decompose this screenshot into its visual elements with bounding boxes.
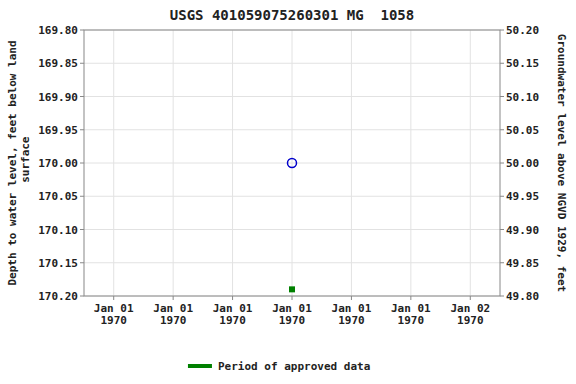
tick-mark bbox=[80, 229, 84, 230]
tick-label: Jan 011970 bbox=[213, 302, 253, 327]
tick-mark bbox=[80, 96, 84, 97]
tick-mark bbox=[80, 196, 84, 197]
tick-mark bbox=[113, 296, 114, 300]
tick-mark bbox=[173, 296, 174, 300]
tick-mark bbox=[500, 296, 504, 297]
data-point bbox=[288, 159, 297, 168]
tick-label: 170.05 bbox=[38, 190, 78, 203]
plot-area bbox=[84, 30, 500, 296]
legend: Period of approved data bbox=[188, 360, 370, 373]
grid bbox=[84, 30, 500, 296]
tick-mark bbox=[80, 262, 84, 263]
grid-line bbox=[173, 30, 174, 296]
tick-mark bbox=[80, 163, 84, 164]
text-line: 1970 bbox=[457, 314, 484, 327]
axis-label: Depth to water level, feet below land su… bbox=[6, 40, 32, 285]
text-line: 1970 bbox=[160, 314, 187, 327]
tick-label: 170.00 bbox=[38, 157, 78, 170]
text-line: 1970 bbox=[338, 314, 365, 327]
tick-label: 170.15 bbox=[38, 257, 78, 270]
tick-label: Jan 011970 bbox=[272, 302, 312, 327]
tick-mark bbox=[232, 296, 233, 300]
tick-label: 169.85 bbox=[38, 57, 78, 70]
title: USGS 401059075260301 MG 1058 bbox=[170, 7, 414, 23]
tick-label: Jan 011970 bbox=[332, 302, 372, 327]
text-line: 1970 bbox=[100, 314, 127, 327]
tick-mark bbox=[500, 163, 504, 164]
tick-mark bbox=[500, 30, 504, 31]
tick-label: 50.00 bbox=[506, 157, 539, 170]
tick-mark bbox=[500, 262, 504, 263]
tick-mark bbox=[292, 296, 293, 300]
tick-mark bbox=[500, 196, 504, 197]
tick-mark bbox=[500, 63, 504, 64]
tick-label: 49.80 bbox=[506, 290, 539, 303]
grid-line bbox=[470, 30, 471, 296]
text-line: 1970 bbox=[219, 314, 246, 327]
tick-mark bbox=[80, 30, 84, 31]
data-point bbox=[289, 286, 295, 292]
tick-label: 169.95 bbox=[38, 124, 78, 137]
tick-mark bbox=[500, 96, 504, 97]
text-line: surface bbox=[19, 136, 32, 189]
tick-label: 170.20 bbox=[38, 290, 78, 303]
text-line: Depth to water level, feet below land bbox=[6, 40, 19, 285]
legend-swatch bbox=[188, 364, 212, 368]
grid-line bbox=[292, 30, 293, 296]
tick-label: 50.10 bbox=[506, 91, 539, 104]
tick-mark bbox=[80, 63, 84, 64]
tick-label: Jan 011970 bbox=[153, 302, 193, 327]
tick-mark bbox=[80, 296, 84, 297]
tick-label: 49.90 bbox=[506, 224, 539, 237]
background bbox=[0, 0, 576, 384]
tick-mark bbox=[410, 296, 411, 300]
tick-label: 49.85 bbox=[506, 257, 539, 270]
grid-line bbox=[410, 30, 411, 296]
tick-mark bbox=[500, 229, 504, 230]
axis-label: Groundwater level above NGVD 1929, feet bbox=[555, 34, 568, 292]
tick-label: 170.10 bbox=[38, 224, 78, 237]
tick-label: 50.05 bbox=[506, 124, 539, 137]
grid-line bbox=[351, 30, 352, 296]
tick-label: Jan 011970 bbox=[94, 302, 134, 327]
tick-label: Jan 021970 bbox=[450, 302, 490, 327]
tick-mark bbox=[80, 129, 84, 130]
tick-mark bbox=[351, 296, 352, 300]
plot-frame bbox=[84, 30, 500, 296]
tick-label: 50.20 bbox=[506, 24, 539, 37]
tick-label: 50.15 bbox=[506, 57, 539, 70]
text-line: 1970 bbox=[398, 314, 425, 327]
tick-label: 169.80 bbox=[38, 24, 78, 37]
data-marks bbox=[288, 159, 297, 293]
legend-label: Period of approved data bbox=[218, 360, 370, 373]
tick-label: Jan 011970 bbox=[391, 302, 431, 327]
tick-label: 169.90 bbox=[38, 91, 78, 104]
chart: 169.80 169.85 169.90 169.95 170.00 170.05 170.… bbox=[0, 0, 576, 384]
tick-mark bbox=[470, 296, 471, 300]
tick-label: 49.95 bbox=[506, 190, 539, 203]
text-line: 1970 bbox=[279, 314, 306, 327]
grid-line bbox=[232, 30, 233, 296]
grid-line bbox=[113, 30, 114, 296]
tick-mark bbox=[500, 129, 504, 130]
